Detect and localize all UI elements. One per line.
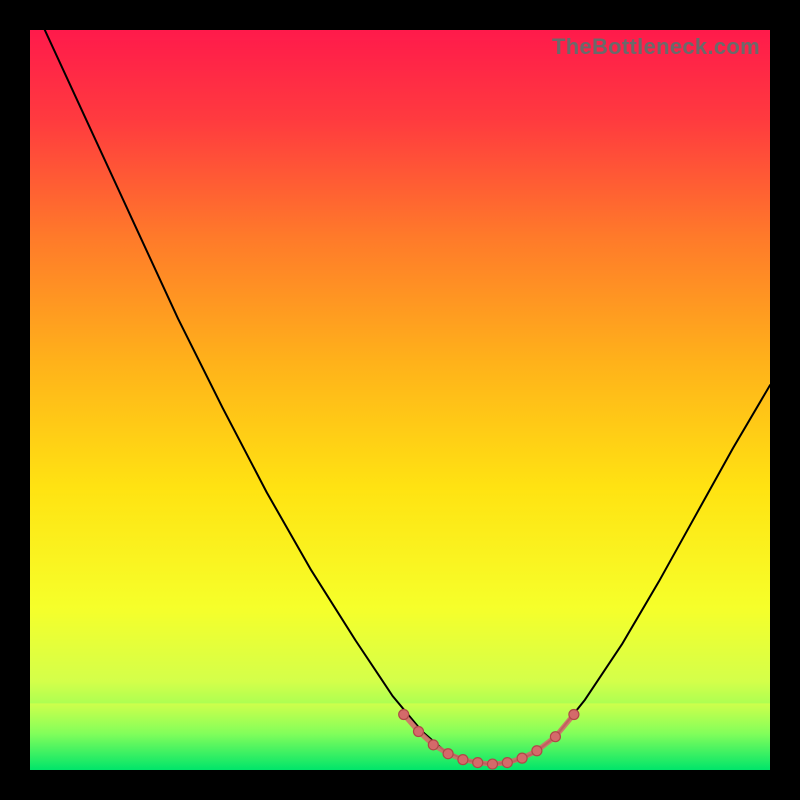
marker-dot — [443, 749, 453, 759]
plot-area — [30, 30, 770, 770]
marker-dot — [569, 710, 579, 720]
marker-dot — [488, 759, 498, 769]
chart-frame: TheBottleneck.com — [0, 0, 800, 800]
watermark-text: TheBottleneck.com — [552, 34, 760, 60]
marker-dot — [550, 732, 560, 742]
marker-dot — [517, 753, 527, 763]
marker-dot — [414, 727, 424, 737]
marker-dot — [473, 758, 483, 768]
marker-dot — [458, 755, 468, 765]
plot-svg — [30, 30, 770, 770]
marker-dot — [399, 710, 409, 720]
marker-dot — [532, 746, 542, 756]
marker-dot — [502, 758, 512, 768]
marker-dot — [428, 740, 438, 750]
